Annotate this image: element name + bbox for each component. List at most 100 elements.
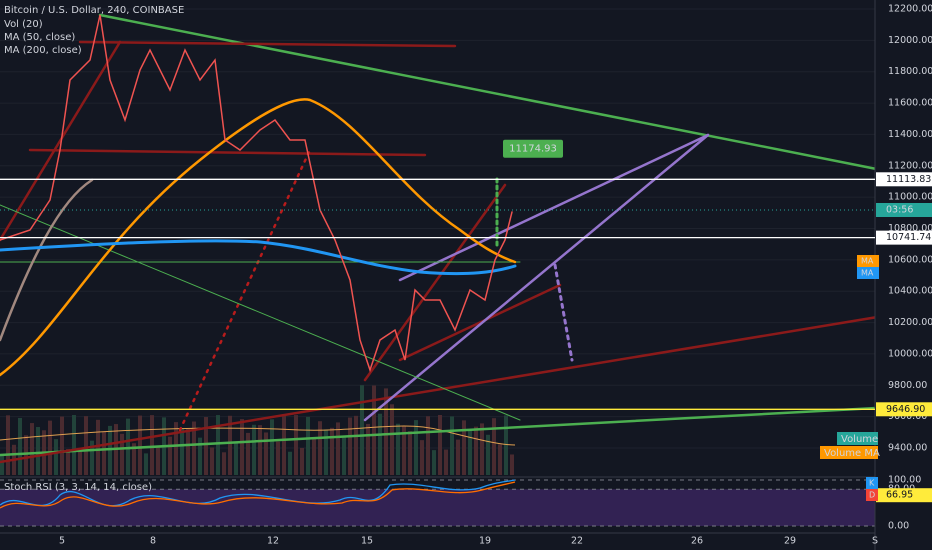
stoch-badge xyxy=(866,477,878,489)
price-tick: 11000.00 xyxy=(888,192,932,203)
volume-bar xyxy=(186,429,190,475)
stoch-tick: 100.00 xyxy=(888,475,921,486)
volume-bar xyxy=(198,437,202,475)
symbol-title: Bitcoin / U.S. Dollar, 240, COINBASE xyxy=(4,5,184,16)
volume-bar xyxy=(78,450,82,475)
stoch-current: 66.95 xyxy=(886,490,913,501)
trend-line xyxy=(398,283,562,362)
level-label: 9646.90 xyxy=(886,404,925,415)
volume-bar xyxy=(204,417,208,475)
callout-label: 11174.93 xyxy=(509,144,557,155)
price-tick: 9800.00 xyxy=(888,380,927,391)
channel-line xyxy=(363,133,710,422)
volume-bar xyxy=(168,436,172,475)
channel-line xyxy=(398,133,710,282)
price-tick: 12200.00 xyxy=(888,4,932,15)
volume-tag xyxy=(820,446,878,459)
volume-bar xyxy=(276,441,280,475)
price-line xyxy=(0,14,513,373)
price-tick: 10800.00 xyxy=(888,223,932,234)
volume-bar xyxy=(240,419,244,475)
volume-bar xyxy=(354,415,358,475)
trend-line xyxy=(0,40,122,242)
stoch-tag xyxy=(876,488,932,503)
ma-tag xyxy=(857,267,879,279)
trend-line xyxy=(78,40,457,48)
price-tick: 10600.00 xyxy=(888,254,932,265)
price-tick: 9600.00 xyxy=(888,411,927,422)
volume-bar xyxy=(456,439,460,475)
volume-bar xyxy=(486,434,490,475)
stoch-badge-label: D xyxy=(869,491,875,500)
price-tick: 11600.00 xyxy=(888,98,932,109)
date-tick: 29 xyxy=(784,536,796,547)
volume-bar xyxy=(510,454,514,475)
volume-bar xyxy=(462,420,466,475)
volume-bar xyxy=(96,419,100,475)
volume-label: Volume xyxy=(841,434,878,445)
date-tick: 5 xyxy=(59,536,65,547)
price-tick: 9400.00 xyxy=(888,443,927,454)
volume-bar xyxy=(384,388,388,475)
date-tick: 8 xyxy=(150,536,156,547)
ma-label: MA xyxy=(861,257,874,266)
date-tick: 15 xyxy=(361,536,373,547)
volume-bar xyxy=(192,421,196,475)
trend-line xyxy=(0,403,932,457)
stoch-d xyxy=(0,481,516,509)
volume-bar xyxy=(480,423,484,475)
price-tick: 11400.00 xyxy=(888,129,932,140)
stoch-badge-label: K xyxy=(869,479,875,488)
stoch-title: Stoch RSI (3, 3, 14, 14, close) xyxy=(4,482,152,493)
labels: 12200.00 12000.00 11800.00 11600.00 11400.00… xyxy=(0,4,932,547)
volume-bar xyxy=(396,423,400,475)
volume-bar xyxy=(138,415,142,475)
volume-bar xyxy=(132,443,136,475)
date-tick: 19 xyxy=(479,536,491,547)
price-axis xyxy=(875,0,932,550)
ma-label: MA xyxy=(861,269,874,278)
date-tick: 22 xyxy=(571,536,583,547)
price-tick: 11200.00 xyxy=(888,160,932,171)
drawings xyxy=(0,13,932,464)
volume-bar xyxy=(270,419,274,475)
volume-bar xyxy=(126,418,130,475)
price-tick: 10200.00 xyxy=(888,317,932,328)
volume-bar xyxy=(258,425,262,475)
level-tag xyxy=(876,230,932,245)
volume-bar xyxy=(342,436,346,475)
volume-bar xyxy=(90,440,94,475)
volume-bar xyxy=(252,424,256,475)
volume-bar xyxy=(174,422,178,475)
stoch-badge xyxy=(866,489,878,501)
trend-line xyxy=(0,306,932,464)
volume-bar xyxy=(318,421,322,475)
volume-bar xyxy=(366,423,370,475)
volume-bar xyxy=(228,415,232,475)
volume-bar xyxy=(48,420,52,475)
volume-tag xyxy=(837,432,878,445)
volume-bar xyxy=(468,430,472,475)
volume-bar xyxy=(156,446,160,475)
volume-bar xyxy=(444,449,448,475)
volume-bar xyxy=(120,433,124,475)
level-tag xyxy=(876,402,932,417)
volume-bar xyxy=(84,416,88,475)
price-tick: 10400.00 xyxy=(888,286,932,297)
countdown: 03:56 xyxy=(886,205,913,216)
price-tick: 12000.00 xyxy=(888,35,932,46)
volume-bar xyxy=(438,415,442,475)
price-tick: 10000.00 xyxy=(888,348,932,359)
volume-bar xyxy=(402,426,406,475)
volume-bar xyxy=(498,444,502,475)
trend-line xyxy=(0,204,521,421)
level-tag xyxy=(876,172,932,187)
volume-bar xyxy=(408,431,412,475)
date-tick: S xyxy=(872,536,878,547)
volume-bar xyxy=(144,453,148,475)
volume-bar xyxy=(60,416,64,475)
volume-bar xyxy=(504,415,508,475)
level-label: 10741.74 xyxy=(886,232,931,243)
